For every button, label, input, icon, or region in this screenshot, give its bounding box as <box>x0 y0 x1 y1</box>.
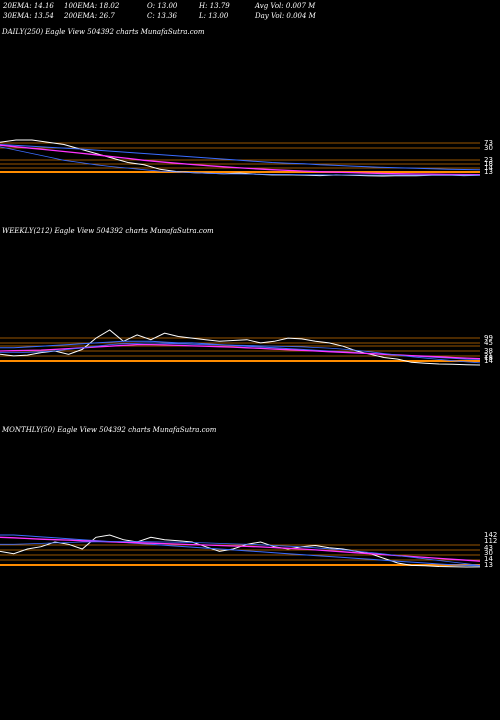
header-open: O: 13.00 <box>147 2 178 10</box>
weekly-ema-line-blue-2 <box>0 342 481 364</box>
weekly-chart-title: WEEKLY(212) Eagle View 504392 charts Mun… <box>2 227 214 235</box>
daily-ema-line-blue <box>0 144 481 171</box>
daily-tick-label: 30 <box>484 144 493 152</box>
daily-tick-label: 23 <box>484 156 493 164</box>
header-ema30: 30EMA: 13.54 <box>3 12 54 20</box>
daily-ema-line-blue-2 <box>0 146 480 176</box>
daily-tick-label: 13 <box>484 168 493 176</box>
monthly-ema-line-magenta <box>0 536 481 562</box>
weekly-tick-label: 21 <box>484 352 493 360</box>
monthly-ema-line-blue <box>0 534 481 567</box>
monthly-tick-label: 30 <box>484 549 493 557</box>
weekly-tick-label: 45 <box>484 339 493 347</box>
header-high: H: 13.79 <box>199 2 230 10</box>
header-ema200: 200EMA: 26.7 <box>64 12 115 20</box>
weekly-tick-label: 14 <box>484 357 493 365</box>
weekly-price-line <box>0 329 481 366</box>
header-ema100: 100EMA: 18.02 <box>64 2 120 10</box>
monthly-tick-label: 13 <box>484 561 493 569</box>
header-low: L: 13.00 <box>199 12 229 20</box>
weekly-tick-label: 38 <box>484 347 493 355</box>
header-avg-vol: Avg Vol: 0.007 M <box>255 2 316 10</box>
daily-ema-line-magenta <box>0 144 481 176</box>
daily-tick-label: 18 <box>484 160 493 168</box>
daily-chart-title: DAILY(250) Eagle View 504392 charts Muna… <box>2 28 205 36</box>
daily-tick-label: 73 <box>484 139 493 147</box>
weekly-tick-label: 99 <box>484 334 493 342</box>
monthly-tick-label: 142 <box>484 531 497 539</box>
monthly-chart-title: MONTHLY(50) Eagle View 504392 charts Mun… <box>2 426 217 434</box>
monthly-ema-line-blue-2 <box>0 541 481 566</box>
monthly-tick-label: 112 <box>484 537 497 545</box>
monthly-tick-label: 14 <box>484 555 493 563</box>
monthly-tick-label: 43 <box>484 544 493 552</box>
header-close: C: 13.36 <box>147 12 177 20</box>
weekly-tick-label: 18 <box>484 354 493 362</box>
daily-tick-label: 14 <box>484 164 493 172</box>
header-day-vol: Day Vol: 0.004 M <box>255 12 316 20</box>
header-ema20: 20EMA: 14.16 <box>3 2 54 10</box>
